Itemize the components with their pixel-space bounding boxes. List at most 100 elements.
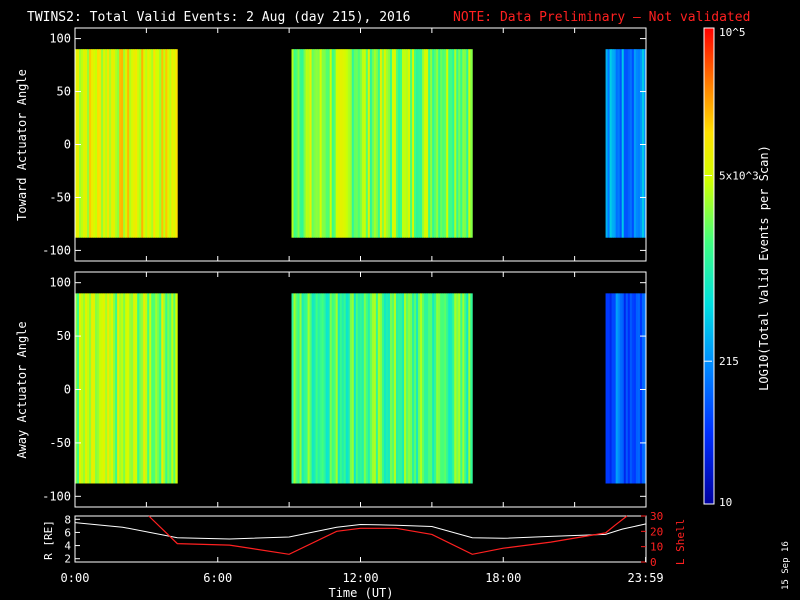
heatmap-column: [395, 49, 399, 238]
heatmap-column: [408, 293, 411, 484]
heatmap-column: [422, 293, 425, 484]
heatmap-column: [432, 49, 435, 238]
heatmap-column: [426, 49, 429, 238]
heatmap-column: [321, 49, 325, 238]
heatmap-column: [309, 293, 312, 484]
heatmap-column: [381, 293, 385, 484]
heatmap-column: [331, 293, 335, 484]
heatmap-column: [466, 49, 469, 238]
heatmap-column: [361, 293, 365, 484]
heatmap-column: [331, 49, 335, 238]
heatmap-column: [131, 293, 134, 484]
heatmap-column: [295, 293, 298, 484]
heatmap-column: [377, 49, 381, 238]
heatmap-column: [303, 293, 306, 484]
heatmap-column: [466, 293, 469, 484]
heatmap-column: [377, 293, 381, 484]
heatmap-column: [639, 293, 643, 484]
r-axis-label: R [RE]: [42, 520, 55, 560]
heatmap-column: [147, 49, 150, 238]
away-angle-panel: 100 50 0 -50 -100 Away Actuator Angle: [15, 271, 647, 508]
heatmap-column: [418, 49, 421, 238]
heatmap-column: [337, 293, 341, 484]
heatmap-column: [105, 49, 108, 238]
heatmap-column: [643, 293, 647, 484]
heatmap-column: [129, 49, 132, 238]
heatmap-column: [617, 293, 621, 484]
heatmap-column: [361, 49, 365, 238]
heatmap-column: [95, 49, 98, 238]
r-tick-label: 4: [64, 540, 71, 553]
heatmap-column: [309, 49, 312, 238]
heatmap-column: [450, 49, 453, 238]
heatmap-column: [117, 293, 120, 484]
heatmap-column: [371, 293, 375, 484]
orbit-panel-frame: [74, 515, 647, 563]
heatmap-column: [297, 49, 300, 238]
heatmap-column: [397, 49, 401, 238]
heatmap-column: [615, 293, 619, 484]
time-tick-label: 6:00: [203, 571, 232, 585]
heatmap-column: [391, 293, 395, 484]
heatmap-column: [339, 49, 343, 238]
heatmap-column: [299, 49, 302, 238]
heatmap-column: [448, 293, 451, 484]
heatmap-column: [619, 293, 623, 484]
heatmap-column: [450, 293, 453, 484]
heatmap-column: [470, 49, 473, 238]
heatmap-column: [325, 293, 329, 484]
heatmap-column: [355, 293, 359, 484]
heatmap-column: [159, 49, 162, 238]
heatmap-column: [428, 49, 431, 238]
heatmap-column: [617, 49, 621, 238]
heatmap-column: [129, 293, 132, 484]
heatmap-column: [627, 293, 631, 484]
heatmap-column: [99, 293, 102, 484]
heatmap-column: [633, 293, 637, 484]
heatmap-column: [169, 49, 172, 238]
heatmap-column: [119, 293, 122, 484]
heatmap-column: [389, 293, 393, 484]
heatmap-column: [85, 293, 88, 484]
heatmap-column: [307, 293, 310, 484]
lshell-tick-label: 20: [650, 525, 663, 538]
heatmap-column: [101, 293, 104, 484]
heatmap-column: [444, 293, 447, 484]
heatmap-column: [619, 49, 623, 238]
heatmap-column: [161, 293, 164, 484]
heatmap-column: [609, 293, 613, 484]
heatmap-column: [426, 293, 429, 484]
heatmap-column: [643, 49, 647, 238]
heatmap-column: [161, 49, 164, 238]
heatmap-column: [611, 49, 615, 238]
colorbar-gradient: [703, 27, 715, 505]
heatmap-column: [125, 49, 128, 238]
heatmap-column: [81, 293, 84, 484]
heatmap-column: [107, 49, 110, 238]
preliminary-note: NOTE: Data Preliminary — Not validated: [453, 10, 750, 25]
heatmap-column: [113, 49, 116, 238]
heatmap-column: [412, 293, 415, 484]
y-tick-label: -100: [42, 489, 71, 503]
heatmap-column: [125, 293, 128, 484]
heatmap-column: [115, 49, 118, 238]
heatmap-column: [305, 49, 308, 238]
heatmap-column: [305, 293, 308, 484]
heatmap-column: [613, 293, 617, 484]
heatmap-column: [127, 293, 130, 484]
heatmap-column: [291, 49, 294, 238]
heatmap-column: [97, 49, 100, 238]
heatmap-column: [145, 49, 148, 238]
heatmap-column: [353, 49, 357, 238]
heatmap-column: [175, 293, 178, 484]
heatmap-column: [89, 293, 92, 484]
heatmap-column: [452, 49, 455, 238]
heatmap-column: [141, 293, 144, 484]
heatmap-column: [313, 49, 317, 238]
heatmap-column: [404, 293, 407, 484]
heatmap-column: [337, 49, 341, 238]
heatmap-column: [408, 49, 411, 238]
heatmap-column: [631, 293, 635, 484]
toward-ylabel: Toward Actuator Angle: [15, 69, 29, 221]
